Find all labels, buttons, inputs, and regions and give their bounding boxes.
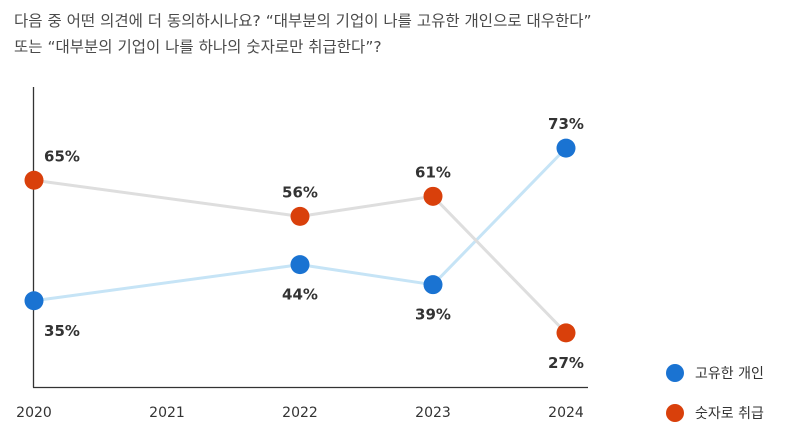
data-label-unique-2024: 73%	[548, 115, 584, 133]
series-line-number	[32, 178, 568, 335]
data-point-unique-2022	[290, 255, 310, 275]
data-label-unique-2023: 39%	[415, 306, 451, 324]
data-point-number-2023	[423, 186, 443, 206]
x-tick-label-2020: 2020	[16, 405, 52, 421]
legend-marker-number	[666, 404, 684, 422]
legend-label-unique: 고유한 개인	[695, 366, 764, 382]
chart-legend: 고유한 개인 숫자로 취급	[666, 362, 764, 442]
data-point-number-2024	[556, 323, 576, 343]
data-point-number-2022	[290, 206, 310, 226]
chart-title-line-2: 또는 “대부분의 기업이 나를 하나의 숫자로만 취급한다”?	[14, 38, 382, 56]
data-point-number-2020	[24, 170, 44, 190]
data-label-number-2024: 27%	[548, 354, 584, 372]
data-point-unique-2023	[423, 275, 443, 295]
data-point-unique-2024	[556, 138, 576, 158]
legend-item-number: 숫자로 취급	[666, 402, 764, 424]
data-label-number-2020: 65%	[44, 147, 80, 165]
x-tick-label-2023: 2023	[415, 405, 451, 421]
legend-marker-unique	[666, 364, 684, 382]
data-label-number-2023: 61%	[415, 163, 451, 181]
data-label-unique-2022: 44%	[282, 286, 318, 304]
series-line-unique	[32, 146, 568, 303]
data-label-number-2022: 56%	[282, 183, 318, 201]
data-label-unique-2020: 35%	[44, 322, 80, 340]
chart-title-line-1: 다음 중 어떤 의견에 더 동의하시나요? “대부분의 기업이 나를 고유한 개…	[14, 12, 592, 30]
legend-label-number: 숫자로 취급	[695, 406, 764, 422]
chart-title: 다음 중 어떤 의견에 더 동의하시나요? “대부분의 기업이 나를 고유한 개…	[14, 8, 784, 60]
x-tick-label-2021: 2021	[149, 405, 185, 421]
x-tick-label-2022: 2022	[282, 405, 318, 421]
x-tick-label-2024: 2024	[548, 405, 584, 421]
data-point-unique-2020	[24, 291, 44, 311]
legend-item-unique: 고유한 개인	[666, 362, 764, 384]
